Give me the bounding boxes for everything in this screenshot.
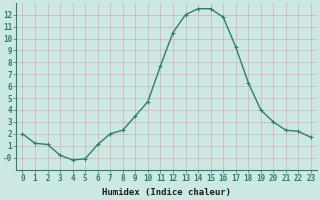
X-axis label: Humidex (Indice chaleur): Humidex (Indice chaleur): [102, 188, 231, 197]
